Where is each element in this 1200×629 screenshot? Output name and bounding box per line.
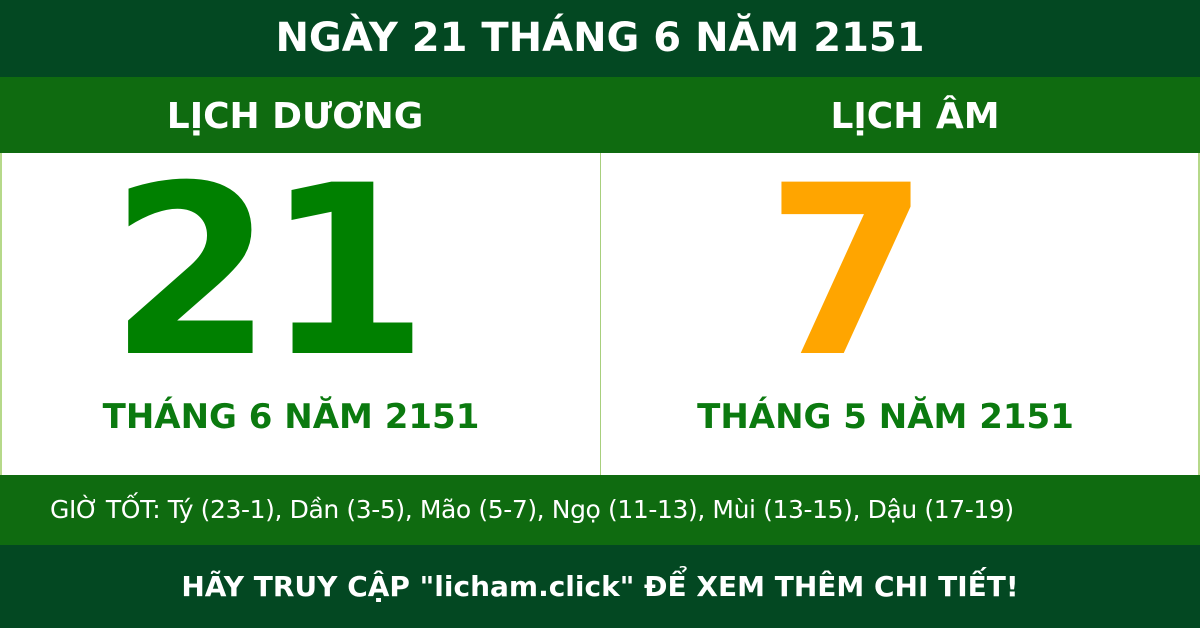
lunar-calendar-header: LỊCH ÂM [600, 77, 1200, 153]
lunar-panel: 7 THÁNG 5 NĂM 2151 [600, 153, 1200, 475]
lunar-day: 7 [765, 136, 930, 409]
solar-panel: 21 THÁNG 6 NĂM 2151 [0, 153, 600, 475]
lunar-month-year: THÁNG 5 NĂM 2151 [697, 397, 1074, 437]
page-title: NGÀY 21 THÁNG 6 NĂM 2151 [0, 0, 1200, 77]
good-hours: GIỜ TỐT: Tý (23-1), Dần (3-5), Mão (5-7)… [0, 475, 1200, 545]
solar-month-year: THÁNG 6 NĂM 2151 [102, 397, 480, 437]
solar-day: 21 [109, 136, 428, 409]
footer-cta: HÃY TRUY CẬP "licham.click" ĐỂ XEM THÊM … [0, 545, 1200, 628]
solar-calendar-header: LỊCH DƯƠNG [0, 77, 600, 153]
